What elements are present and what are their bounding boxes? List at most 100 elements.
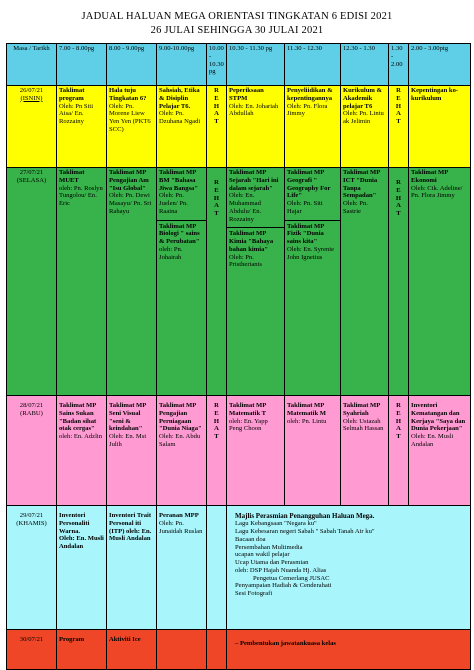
- row-monday: 26/07/21 (ISNIN) Taklimat program Oleh: …: [6, 85, 471, 168]
- session-cell: – Pembentukan jawatankuasa kelas: [226, 629, 471, 670]
- session-speaker: Oleh: Cik. Adeline/ Pn. Flora Jimmy: [411, 184, 463, 200]
- ceremony-item: Sesi Fotografi: [235, 590, 273, 598]
- session-speaker: Oleh: Pn. Juelen/ Pn. Raaina: [159, 192, 188, 215]
- session-title: Taklimat MP Pengajian Am "Isu Global": [109, 169, 149, 192]
- break-letter: R: [214, 87, 219, 94]
- session-title: Taklimat MP Sejarah "Hari ini dalam seja…: [229, 169, 279, 192]
- date-text: 26/07/21: [19, 87, 44, 94]
- session-cell: Taklimat MUET oleh: Pn. Roslyn Tungolou/…: [56, 167, 107, 396]
- break-letter: T: [214, 118, 219, 126]
- cell-divider: [227, 227, 284, 229]
- header-slot-8: 1.30 - 2.00: [388, 43, 409, 86]
- session-cell: Program: [56, 629, 107, 670]
- session-title: Hala tuju Tingkatan 6?: [109, 87, 147, 102]
- document-subtitle: 26 JULAI SEHINGGA 30 JULAI 2021: [150, 25, 324, 36]
- ceremony-program-list: Lagu Kebangsaan "Negara ku" Lagu Kebesara…: [235, 520, 466, 598]
- date-cell: 29/07/21 (KHAMIS): [6, 505, 57, 630]
- session-title: Taklimat MP Sains Sukan "Badan sihat ota…: [59, 402, 97, 433]
- ceremony-item: Lagu Kebangsaan "Negara ku": [235, 520, 317, 528]
- session-title: Taklimat MP Kimia "Bahaya bahan kimia": [229, 230, 274, 253]
- break-letter: R: [214, 402, 219, 409]
- day-text: (KHAMIS): [16, 519, 47, 527]
- session-title: Taklimat MP Geografi " Geography For Lif…: [287, 169, 331, 200]
- row-friday: 30/07/21 Program Aktiviti Ice – Pembentu…: [6, 629, 471, 670]
- break-letter: H: [395, 194, 402, 202]
- break-letter: R: [396, 402, 401, 409]
- session-speaker: Oleh: Pn. Lintu ak Jelimin: [343, 110, 384, 126]
- break-letter: E: [214, 186, 219, 194]
- session-cell: Taklimat MP BM "Bahasa Jiwa Bangsa" Oleh…: [156, 167, 207, 396]
- ceremony-item: Penyampaian Hadiah & Cenderahati: [235, 582, 332, 590]
- header-row: Masa / Tarikh 7.00 - 8.00pg 8.00 - 9.00p…: [6, 43, 471, 86]
- session-speaker: Oleh: Pn. Flora Jimmy: [287, 102, 328, 118]
- session-cell: Sahsiah, Etika & Disiplin Pelajar T6. Ol…: [156, 85, 207, 168]
- session-speaker: Oleh: Pn. Morene Liew Yen Yen (PKT6 SCC): [109, 102, 151, 133]
- session-speaker: Oleh: En. Syrenie John Ignetius: [287, 245, 335, 261]
- session-title: Kepentingan ko-kurikulum: [411, 87, 459, 102]
- break-letter: T: [214, 210, 219, 218]
- row-tuesday: 27/07/21 (SELASA) Taklimat MUET oleh: Pn…: [6, 167, 471, 396]
- session-title: Taklimat MP Biologi " sains & Perubatan": [159, 222, 200, 246]
- session-cell: Penyeliidikan & kepentingannya Oleh: Pn.…: [284, 85, 341, 168]
- session-cell: Hala tuju Tingkatan 6? Oleh: Pn. Morene …: [106, 85, 157, 168]
- date-cell: 30/07/21: [6, 629, 57, 670]
- session-cell: Taklimat MP Seni Visual "seni & keindaha…: [106, 395, 157, 506]
- schedule-table: Masa / Tarikh 7.00 - 8.00pg 8.00 - 9.00p…: [6, 43, 471, 670]
- ceremony-item: Lagu Kebesaran negeri Sabah " Sabah Tana…: [235, 528, 375, 536]
- session-speaker: oleh: Pn. Lintu: [287, 417, 327, 425]
- session-speaker: oleh: En. Yapp Peng Choon: [229, 417, 268, 433]
- session-title: Taklimat MP Ekonomi: [411, 169, 448, 184]
- session-cell: Taklimat program Oleh: Pn Siti Aisa/ En.…: [56, 85, 107, 168]
- row-thursday: 29/07/21 (KHAMIS) Inventori Personaliti …: [6, 505, 471, 630]
- ceremony-item: ucapan wakil pelajar: [235, 551, 290, 559]
- header-slot-3: 9.00-10.00pg: [156, 43, 207, 86]
- session-cell: Kepentingan ko-kurikulum: [408, 85, 471, 168]
- session-cell: Inventori Kematangan dan Kerjaya "Saya d…: [408, 395, 471, 506]
- date-text: 27/07/21: [19, 169, 44, 176]
- break-letter: A: [214, 202, 219, 210]
- document-title: JADUAL HALUAN MEGA ORIENTASI TINGKATAN 6…: [81, 11, 393, 22]
- date-cell: 27/07/21 (SELASA): [6, 167, 57, 396]
- session-cell: Taklimat MP Sains Sukan "Badan sihat ota…: [56, 395, 107, 506]
- empty-cell: [206, 505, 227, 630]
- session-cell: Taklimat MP Ekonomi Oleh: Cik. Adeline/ …: [408, 167, 471, 396]
- session-cell: Peranan MPP Oleh: Pn. Junaidah Ruslan: [156, 505, 207, 630]
- row-wednesday: 28/07/21 (RABU) Taklimat MP Sains Sukan …: [6, 395, 471, 506]
- session-speaker: Oleh: Pn. Pristherianis: [229, 253, 262, 269]
- session-speaker: oleh: Pn. Johairah: [159, 245, 183, 261]
- session-speaker: Oleh: Pn Siti Aisa/ En. Rozzainy: [59, 102, 94, 126]
- session-cell: Aktiviti Ice: [106, 629, 157, 670]
- ceremony-title: Majlis Perasmian Penangguhan Haluan Mega…: [235, 512, 375, 520]
- break-letter: H: [213, 194, 220, 202]
- session-title: Peranan MPP: [159, 512, 199, 519]
- header-slot-2: 8.00 - 9.00pg: [106, 43, 157, 86]
- break-letter: E: [396, 186, 401, 194]
- break-letter: A: [396, 425, 401, 433]
- break-letter: A: [214, 425, 219, 433]
- session-cell: Taklimat MP Syahriah Oleh: Ustazah Selma…: [340, 395, 389, 506]
- break-letter: T: [396, 210, 401, 218]
- session-title: Inventori Personaliti Warna.: [59, 512, 90, 535]
- session-title: Taklimat MP Syahriah: [343, 402, 380, 417]
- session-title: Taklimat MP ICT "Dunia Tanpa Sempadan": [343, 169, 380, 200]
- break-letter: E: [396, 409, 401, 417]
- session-speaker: oleh: En. Adzlin: [59, 433, 103, 441]
- break-letter: A: [396, 202, 401, 210]
- session-title: Peperiksaan STPM: [229, 87, 264, 102]
- break-letter: H: [395, 102, 402, 110]
- session-cell: Inventori Personaliti Warna. Oleh: En. M…: [56, 505, 107, 630]
- session-cell: Taklimat MP Pengajian Am "Isu Global" Ol…: [106, 167, 157, 396]
- session-title: Taklimat MP Seni Visual "seni & keindaha…: [109, 402, 146, 433]
- break-letter: T: [214, 433, 219, 441]
- session-title: Inventori Kematangan dan Kerjaya "Saya d…: [411, 402, 466, 433]
- session-speaker: Oleh: En. Abdu Salam: [159, 433, 201, 448]
- day-text: (ISNIN): [20, 94, 43, 102]
- break-letter: H: [213, 102, 220, 110]
- session-cell: Taklimat MP Geografi " Geography For Lif…: [284, 167, 341, 396]
